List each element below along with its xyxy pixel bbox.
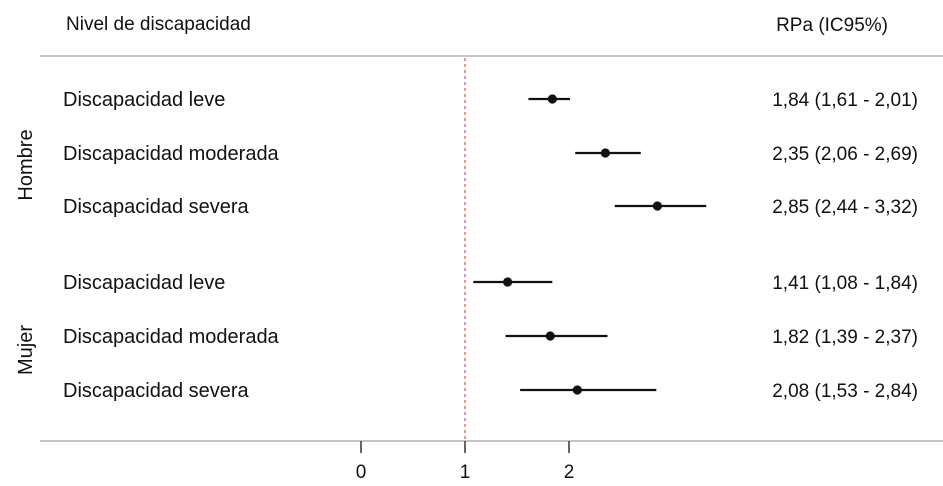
x-tick-label: 1 <box>460 462 471 483</box>
row-label: Discapacidad leve <box>63 272 225 294</box>
estimate-point <box>547 94 557 104</box>
estimate-point <box>545 331 555 341</box>
x-axis: 0 1 2 <box>356 441 575 483</box>
estimate-point <box>572 385 582 395</box>
header-rpa: RPa (IC95%) <box>776 15 888 36</box>
row-label: Discapacidad moderada <box>63 326 280 348</box>
rows-layer: Discapacidad leve 1,84 (1,61 - 2,01) Disca… <box>63 89 918 402</box>
group-labels: Hombre Mujer <box>15 129 37 375</box>
estimate-point <box>600 148 611 158</box>
row-label: Discapacidad moderada <box>63 143 280 165</box>
x-tick-label: 0 <box>356 462 367 483</box>
group-label: Mujer <box>15 325 37 375</box>
group-label: Hombre <box>15 129 37 200</box>
row-value: 2,85 (2,44 - 3,32) <box>772 197 918 218</box>
estimate-point <box>503 277 513 287</box>
row-value: 2,35 (2,06 - 2,69) <box>772 144 918 165</box>
row-value: 1,82 (1,39 - 2,37) <box>772 327 918 348</box>
row-value: 2,08 (1,53 - 2,84) <box>772 381 918 402</box>
header-level: Nivel de discapacidad <box>66 14 251 35</box>
row-label: Discapacidad leve <box>63 89 225 111</box>
row-label: Discapacidad severa <box>63 196 250 218</box>
row-value: 1,84 (1,61 - 2,01) <box>772 90 918 111</box>
row-value: 1,41 (1,08 - 1,84) <box>772 273 918 294</box>
x-tick-label: 2 <box>564 462 575 483</box>
estimate-point <box>652 201 663 211</box>
row-label: Discapacidad severa <box>63 380 250 402</box>
